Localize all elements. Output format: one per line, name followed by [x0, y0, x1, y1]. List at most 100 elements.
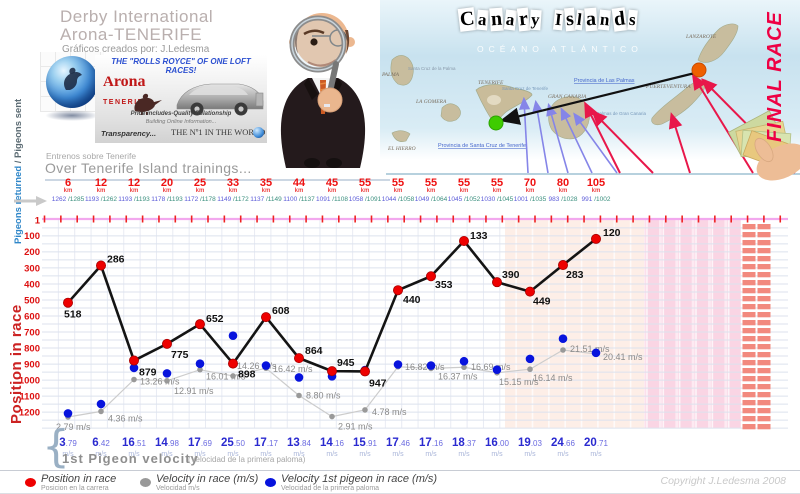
first-pigeon-velocity-cell: 13.84 m/s — [282, 433, 316, 458]
map-title-letter: y — [529, 9, 542, 31]
result-bar — [757, 352, 771, 358]
position-point — [326, 366, 337, 377]
velocity-value-part: .46 — [398, 439, 410, 448]
legend-sublabel: Posicion en la carrera — [41, 485, 109, 492]
result-bar — [757, 400, 771, 406]
position-point — [293, 353, 304, 364]
position-point — [359, 366, 370, 377]
y-axis-tick-label: 1 — [35, 215, 41, 226]
map-title-letter: l — [575, 9, 585, 31]
label-tenerife: TENERIFE — [478, 80, 504, 86]
velocity-value-part: m/s — [260, 451, 272, 458]
legend: Position in race Posicion en la carrera Ve… — [0, 470, 800, 494]
velocity-value-part: m/s — [161, 451, 173, 458]
training-column: 80 km 983 /1028 — [546, 178, 580, 204]
position-point — [260, 312, 271, 323]
result-bar — [742, 248, 756, 254]
training-km-value: 12 — [127, 177, 141, 189]
result-bar — [757, 312, 771, 318]
velocity-value-part: m/s — [557, 451, 569, 458]
training-column: 20 km 1178 /1193 — [150, 178, 184, 204]
velocity-value-part: .91 — [365, 439, 377, 448]
velocity-value-part: .51 — [134, 439, 146, 448]
result-bar — [742, 296, 756, 302]
velocity-value-part: 6 — [92, 437, 99, 449]
first-pigeon-velocity-point — [96, 399, 106, 409]
map-title-letter: r — [516, 7, 530, 32]
first-pigeon-velocity-point — [294, 373, 304, 382]
velocity-point-label: 16.37 m/s — [438, 371, 478, 381]
training-km-value: 105 — [586, 177, 606, 189]
first-pigeon-velocity-cell: 6.42 m/s — [84, 433, 118, 458]
label-la-gomera: LA GOMERA — [415, 99, 447, 105]
legend-position-dot — [25, 478, 36, 487]
pigeons-sent-value: /1058 — [396, 196, 415, 203]
y-axis-tick-label: 300 — [24, 263, 40, 274]
y-axis-tick-label: 800 — [24, 343, 40, 354]
first-pigeon-velocity-point — [162, 369, 172, 378]
legend-sublabel: Velocidad m/s — [156, 485, 200, 492]
position-point — [96, 260, 107, 271]
velocity-point-label: 12.91 m/s — [174, 386, 214, 396]
legend-label: Position in race — [41, 473, 117, 485]
first-pigeon-velocity-point — [195, 359, 205, 368]
link-provincia-las-palmas[interactable]: Provincia de Las Palmas — [574, 78, 635, 84]
chart-zone-final-trainings — [505, 219, 644, 428]
velocity-value-part: .42 — [98, 439, 110, 448]
label-city-north: Las Palmas de Gran Canaria — [588, 111, 647, 116]
result-bar — [742, 400, 756, 406]
link-provincia-santa-cruz[interactable]: Provincia de Santa Cruz de Tenerife — [438, 143, 526, 149]
velocity-point-label: 16.42 m/s — [273, 364, 313, 374]
velocity-value-part: .71 — [596, 439, 608, 448]
first-pigeon-velocity-point — [525, 354, 535, 364]
ad-brand: Arona TENERIFE — [103, 73, 150, 109]
loft-point-marker — [488, 115, 504, 131]
velocity-value-part: 25 — [221, 437, 234, 449]
training-column: 55 km 1045 /1052 — [447, 178, 481, 204]
velocity-value-part: m/s — [293, 451, 305, 458]
trainings-title-en: Over Tenerife Island trainings... — [45, 160, 390, 181]
future-column-stripe — [661, 219, 676, 428]
result-bar — [757, 392, 771, 398]
velocity-point-label: 16.69 m/s — [471, 362, 511, 372]
training-km-value: 55 — [358, 177, 372, 189]
map-title-letter: d — [611, 7, 628, 32]
velocity-value-part: 20 — [584, 437, 597, 449]
velocity-value-part: 17 — [419, 437, 432, 449]
legend-sublabel: Velocidad de la primera paloma — [281, 485, 380, 492]
pigeons-sent-value: /1052 — [462, 196, 481, 203]
velocity-point-label: 15.15 m/s — [499, 377, 539, 387]
result-bar — [742, 424, 756, 430]
velocity-point — [98, 408, 104, 415]
training-column: 70 km 1001 /1035 — [513, 178, 547, 204]
velocity-point-label: 8.80 m/s — [306, 390, 341, 400]
pigeons-returned-value: 1091 — [315, 196, 331, 203]
result-bar — [742, 384, 756, 390]
y-axis-tick-label: 500 — [24, 295, 40, 306]
result-bar — [757, 240, 771, 246]
pigeons-returned-value: 1049 — [414, 196, 430, 203]
training-km-value: 70 — [523, 177, 537, 189]
result-bar — [757, 424, 771, 430]
first-pigeon-velocity-point — [393, 360, 403, 369]
pigeons-returned-value: 1137 — [250, 196, 265, 203]
legend-item: Position in race Posicion en la carrera — [25, 474, 116, 493]
map-title-letter: s — [626, 9, 638, 31]
first-pigeon-velocity-cell: 3.79 m/s — [51, 433, 85, 458]
ad-banner[interactable]: THE "ROLLS ROYCE" OF ONE LOFT RACES! Aro… — [95, 55, 267, 143]
pigeons-sent-value: /1002 — [592, 196, 611, 203]
velocity-value-part: m/s — [95, 451, 107, 458]
training-km-unit: km — [327, 188, 337, 194]
position-point-label: 608 — [272, 305, 290, 317]
first-pigeon-velocity-point — [558, 334, 568, 344]
velocity-value-part: 17 — [188, 437, 201, 449]
training-km-unit: km — [525, 188, 535, 194]
legend-label: Velocity 1st pigeon in race (m/s) — [281, 473, 438, 485]
pigeons-returned-value: 1149 — [217, 196, 232, 203]
pigeons-returned-value: 1193 — [84, 196, 99, 203]
chart-canvas: 1100200300400500600700800900100011001200… — [19, 215, 788, 432]
y-axis-tick-label: 400 — [24, 279, 40, 290]
pigeons-sent-value: /1262 — [98, 196, 118, 203]
ad-brand-bottom: TENERIFE — [103, 99, 150, 106]
future-column-stripe — [710, 219, 725, 428]
